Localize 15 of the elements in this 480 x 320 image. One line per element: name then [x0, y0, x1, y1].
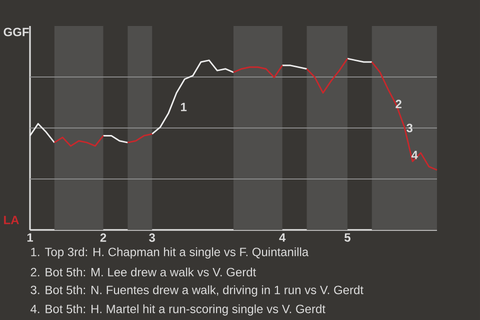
annotation: 1	[181, 102, 187, 112]
text: 3. Bot 5th: N. Fuentes drew a walk, driving in 1 run vs V. Gerdt	[30, 285, 364, 297]
text: LA	[4, 216, 19, 224]
x-tick-label: 1	[27, 233, 34, 242]
x-tick-label: 5	[344, 233, 350, 242]
text: 2. Bot 5th: M. Lee drew a walk vs V. Gerdt	[30, 268, 256, 276]
text: 1. Top 3rd: H. Chapman hit a single vs F. Quintanilla	[31, 247, 309, 259]
annotation: 2	[396, 100, 402, 108]
x-tick-label: 3	[149, 233, 155, 242]
x-tick-label: 2	[100, 233, 106, 242]
annotation: 3	[406, 124, 412, 132]
text: GGF	[4, 28, 29, 36]
text: 4. Bot 5th: H. Martel hit a run-scoring single vs V. Gerdt	[30, 304, 326, 316]
annotation: 4	[411, 150, 418, 160]
x-tick-label: 4	[279, 233, 286, 242]
